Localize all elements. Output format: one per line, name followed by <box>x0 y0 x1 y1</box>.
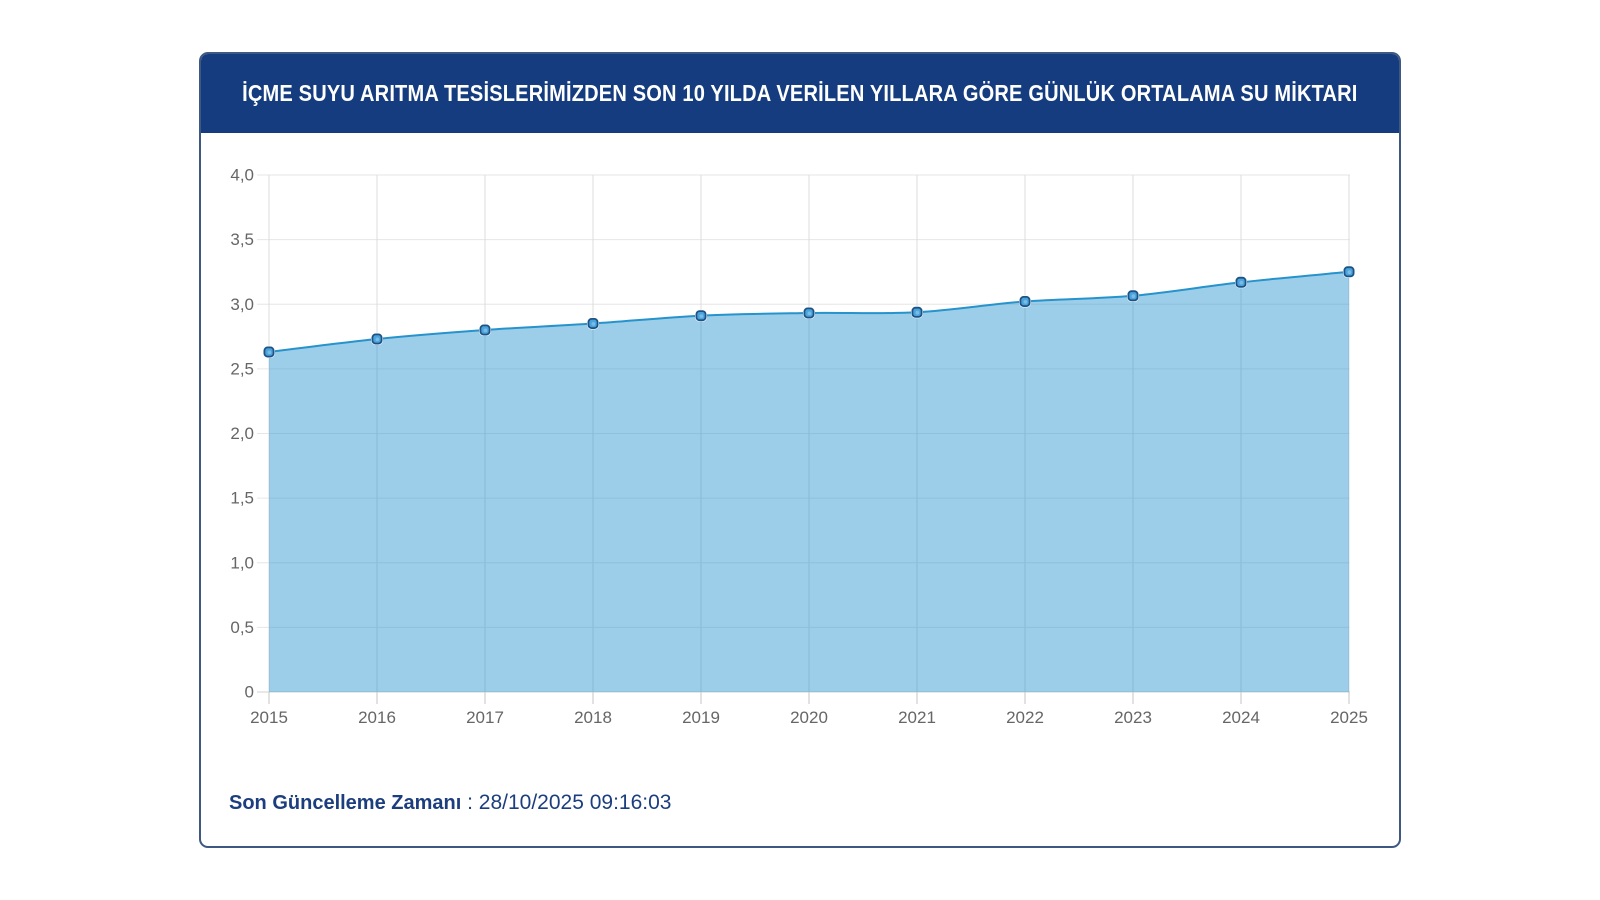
svg-text:2024: 2024 <box>1222 708 1260 727</box>
svg-text:2023: 2023 <box>1114 708 1152 727</box>
svg-text:3,5: 3,5 <box>230 230 254 249</box>
svg-text:2019: 2019 <box>682 708 720 727</box>
svg-text:2021: 2021 <box>898 708 936 727</box>
svg-text:2015: 2015 <box>250 708 288 727</box>
svg-text:2,5: 2,5 <box>230 359 254 378</box>
svg-text:2020: 2020 <box>790 708 828 727</box>
svg-text:0,5: 0,5 <box>230 618 254 637</box>
svg-text:3,0: 3,0 <box>230 295 254 314</box>
svg-text:4,0: 4,0 <box>230 166 254 185</box>
svg-text:2018: 2018 <box>574 708 612 727</box>
svg-text:2022: 2022 <box>1006 708 1044 727</box>
svg-text:2,0: 2,0 <box>230 424 254 443</box>
svg-text:1,0: 1,0 <box>230 553 254 572</box>
svg-text:2025: 2025 <box>1330 708 1368 727</box>
svg-text:0: 0 <box>245 683 254 702</box>
svg-text:2017: 2017 <box>466 708 504 727</box>
svg-text:2016: 2016 <box>358 708 396 727</box>
svg-text:1,5: 1,5 <box>230 489 254 508</box>
